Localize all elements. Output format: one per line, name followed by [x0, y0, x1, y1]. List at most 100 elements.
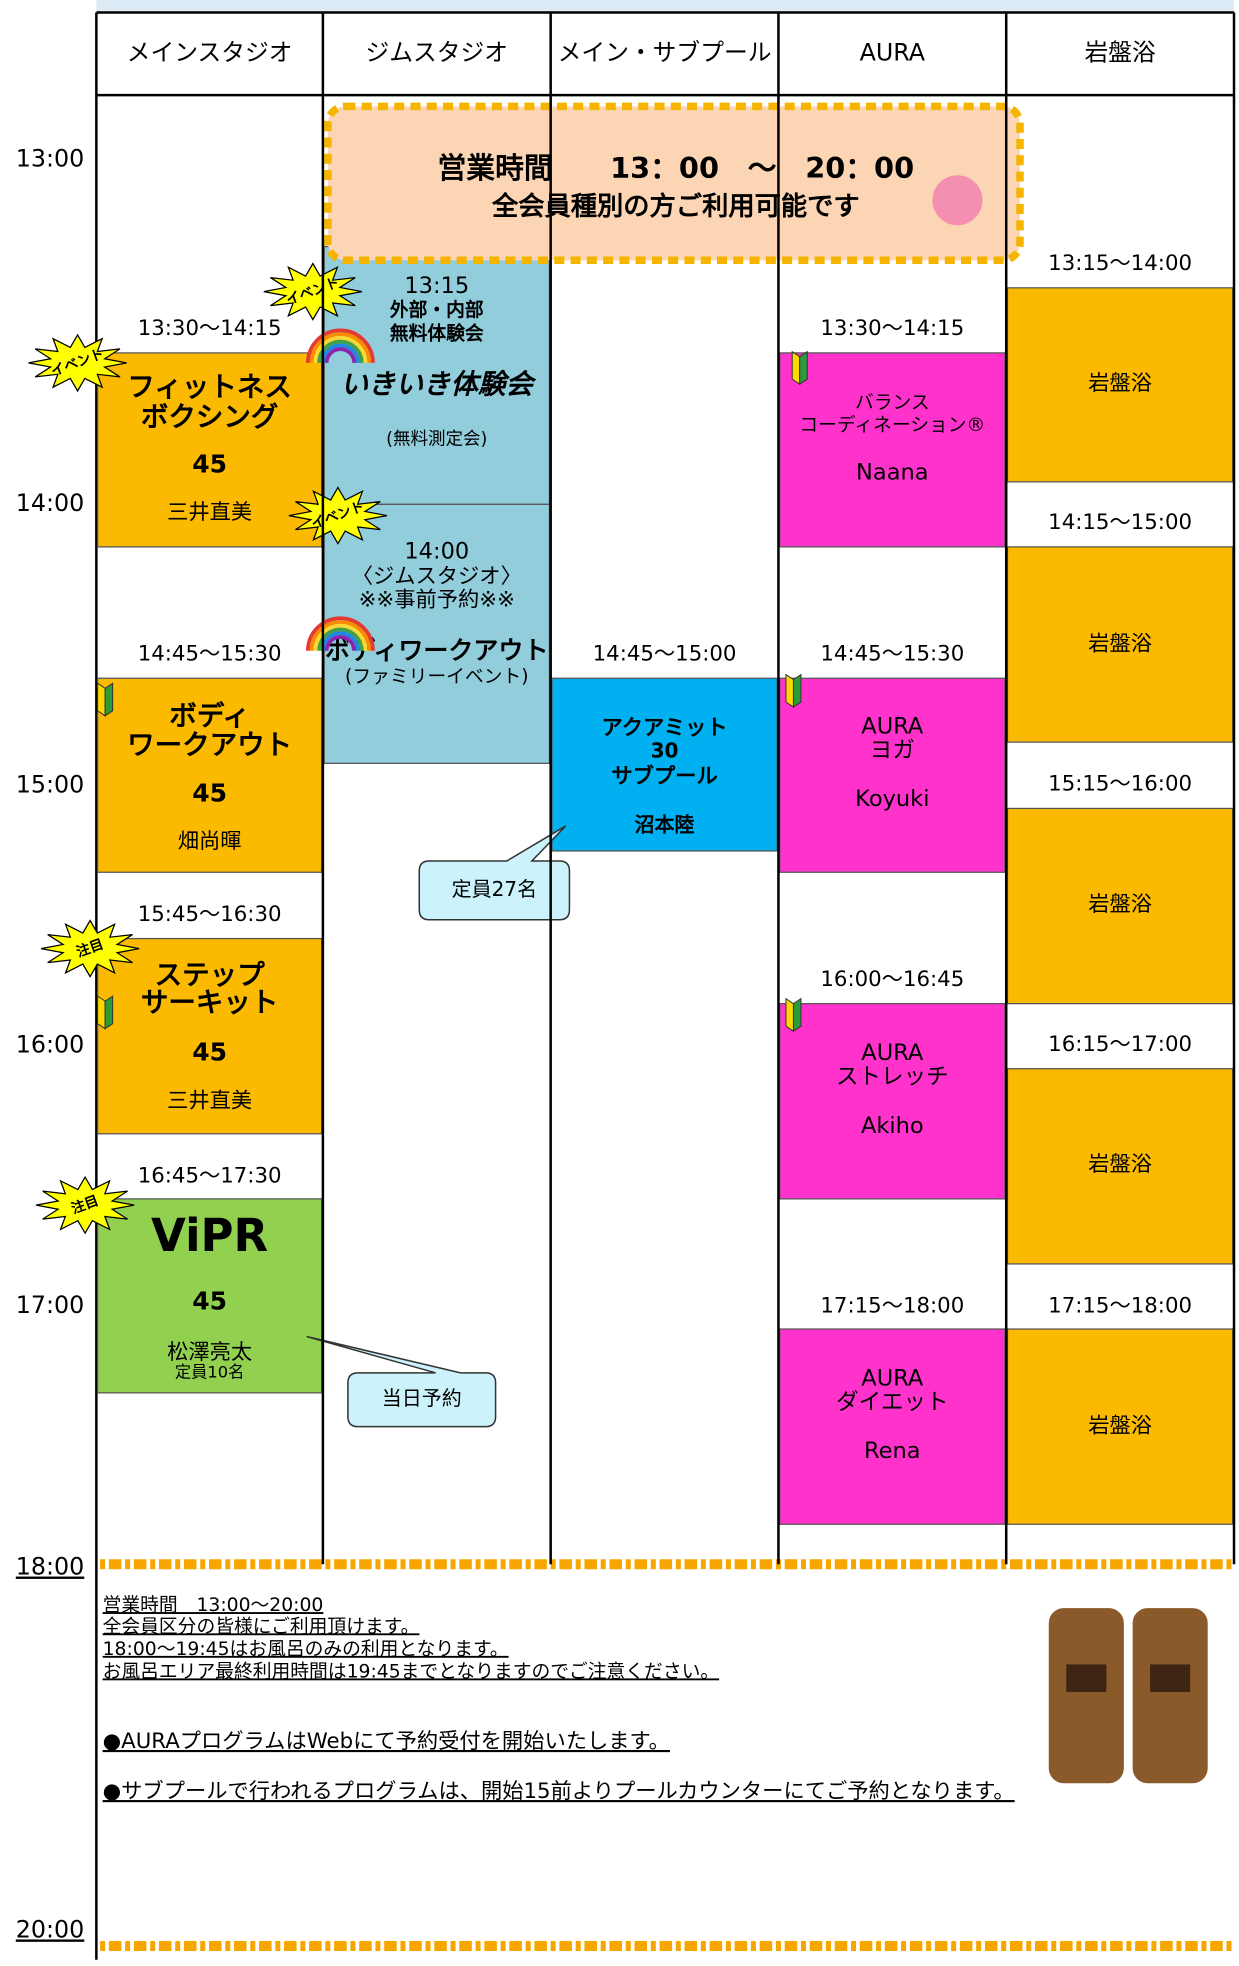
session-text: 定員10名	[175, 1362, 244, 1381]
session-text: 岩盤浴	[1088, 1414, 1152, 1439]
beginner-mark	[792, 673, 802, 708]
session-text: 14:00	[404, 538, 469, 564]
time-label: 15:00	[16, 770, 85, 798]
session-block	[96, 677, 323, 873]
badge-burst	[263, 262, 363, 321]
column-header: メインスタジオ	[127, 38, 293, 66]
time-label: 13:00	[16, 145, 85, 173]
rainbow	[321, 343, 360, 364]
hibiscus	[932, 175, 983, 226]
session-text: サーキット	[141, 987, 279, 1019]
tiki	[1132, 1608, 1208, 1784]
callout-text: 当日予約	[382, 1386, 462, 1410]
banner	[324, 102, 1024, 265]
session-text: AURA	[861, 1040, 924, 1066]
session-text: 45	[192, 450, 227, 479]
session-time: 14:15〜15:00	[1048, 510, 1192, 535]
session-text: 三井直美	[167, 1088, 252, 1113]
note: 18:00〜19:45はお風呂のみの利用となります。	[103, 1638, 509, 1660]
rainbow	[309, 620, 372, 651]
session-block	[1006, 807, 1234, 1005]
column-header: ジムスタジオ	[365, 38, 508, 66]
session-time: 15:15〜16:00	[1048, 772, 1192, 797]
rainbow	[317, 627, 364, 651]
beginner-mark	[792, 997, 802, 1033]
beginner-mark	[104, 995, 114, 1030]
session-text: 13:15	[404, 273, 469, 299]
session-text: ダイエット	[836, 1389, 948, 1415]
session-block	[1006, 1068, 1234, 1265]
session-text: Akiho	[861, 1113, 924, 1139]
beginner-mark	[97, 682, 106, 717]
session-time: 15:45〜16:30	[138, 902, 282, 927]
session-text: ワークアウト	[127, 729, 292, 761]
badge-burst	[35, 1175, 135, 1235]
rainbow	[324, 347, 357, 364]
session-text: 45	[192, 779, 227, 808]
session-block	[1006, 546, 1234, 743]
rainbow	[324, 635, 357, 651]
session-text: (無料測定会)	[386, 429, 487, 449]
session-text: 岩盤浴	[1088, 371, 1152, 396]
session-text: Rena	[864, 1438, 921, 1464]
session-time: 16:15〜17:00	[1048, 1032, 1192, 1057]
session-time: 16:00〜16:45	[820, 967, 964, 992]
session-text: ストレッチ	[836, 1064, 949, 1090]
beginner-mark	[791, 350, 801, 386]
session-block	[96, 1198, 323, 1394]
session-text: 三井直美	[167, 500, 252, 525]
callout	[418, 825, 571, 921]
session-text: 無料体験会	[390, 322, 484, 345]
session-text: Koyuki	[855, 786, 929, 812]
tiki	[1048, 1608, 1124, 1784]
rainbow	[321, 631, 360, 651]
session-time: 17:15〜18:00	[820, 1293, 964, 1318]
time-label: 14:00	[16, 489, 85, 517]
time-label: 20:00	[16, 1915, 85, 1943]
session-time: 16:45〜17:30	[138, 1163, 282, 1188]
column-header: AURA	[860, 38, 926, 66]
session-text: いきいき体験会	[340, 368, 536, 400]
note: ●サブプールで行われるプログラムは、開始15前よりプールカウンターにてご予約とな…	[103, 1779, 1015, 1804]
session-text: Naana	[856, 460, 929, 486]
tiki	[1150, 1664, 1191, 1692]
session-time: 13:30〜14:15	[820, 316, 964, 341]
session-text: ボディ	[169, 700, 250, 732]
badge-burst	[288, 486, 388, 545]
note: 営業時間 13:00〜20:00	[103, 1594, 324, 1616]
session-text: アクアミット	[601, 715, 727, 740]
session-block	[96, 352, 323, 548]
badge-burst	[40, 919, 140, 978]
time-label: 16:00	[16, 1031, 85, 1059]
decorations: 営業時間 13：00 〜 20：00 全会員種別の方ご利用可能です定員27名当日予…	[97, 102, 1234, 1951]
column-header: 岩盤浴	[1084, 38, 1156, 66]
session-text: フィットネス	[127, 371, 292, 403]
session-text: バランス	[855, 392, 930, 413]
session-time: 14:45〜15:30	[820, 641, 964, 666]
session-time: 14:45〜15:30	[138, 641, 282, 666]
banner-text: 全会員種別の方ご利用可能です	[491, 191, 860, 222]
session-block	[1006, 287, 1234, 483]
session-text: ヨガ	[870, 737, 915, 763]
session-text: ステップ	[155, 959, 266, 991]
session-text: 外部・内部	[390, 298, 484, 321]
beginner-mark	[785, 673, 794, 708]
rainbow	[305, 616, 375, 651]
session-text: 30	[651, 739, 679, 763]
session-time: 13:30〜14:15	[138, 316, 282, 341]
time-label: 18:00	[16, 1553, 85, 1581]
session-block	[96, 937, 323, 1135]
beginner-mark	[785, 997, 794, 1033]
session-text: AURA	[861, 1366, 924, 1392]
session-text: (ファミリーイベント)	[345, 667, 529, 688]
session-text: 〈ジムスタジオ〉	[352, 564, 522, 589]
rainbow	[313, 623, 368, 651]
note: 全会員区分の皆様にご利用頂けます。	[103, 1615, 420, 1637]
session-block	[1006, 1328, 1234, 1525]
column-header: メイン・サブプール	[558, 38, 772, 66]
callout-text: 定員27名	[452, 877, 538, 901]
session-text: 沼本陸	[635, 812, 695, 836]
session-block	[323, 245, 551, 505]
session-text: 松澤亮太	[167, 1340, 252, 1365]
